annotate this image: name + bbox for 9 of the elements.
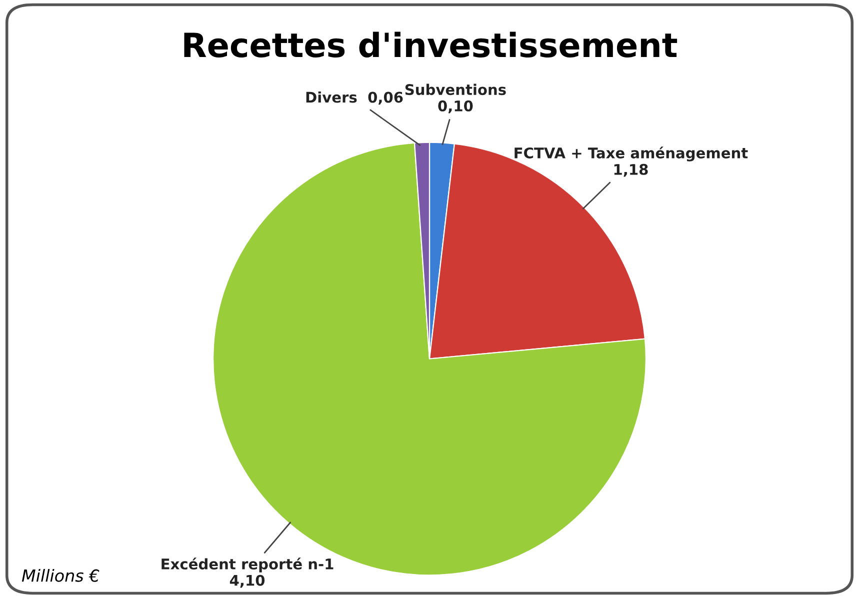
data-label: 1,18 <box>614 164 648 177</box>
slice-label: Divers 0,06 <box>306 91 403 105</box>
slice-label: Excédent reporté n-1 <box>162 558 334 572</box>
data-label: 4,10 <box>230 574 265 588</box>
data-label: 0,10 <box>438 100 473 114</box>
chart-title: Recettes d'investissement <box>184 32 678 58</box>
slice-label: FCTVA + Taxe aménagement <box>514 146 748 162</box>
text: Millions € <box>22 569 100 582</box>
slice-label: Subventions <box>405 84 506 96</box>
